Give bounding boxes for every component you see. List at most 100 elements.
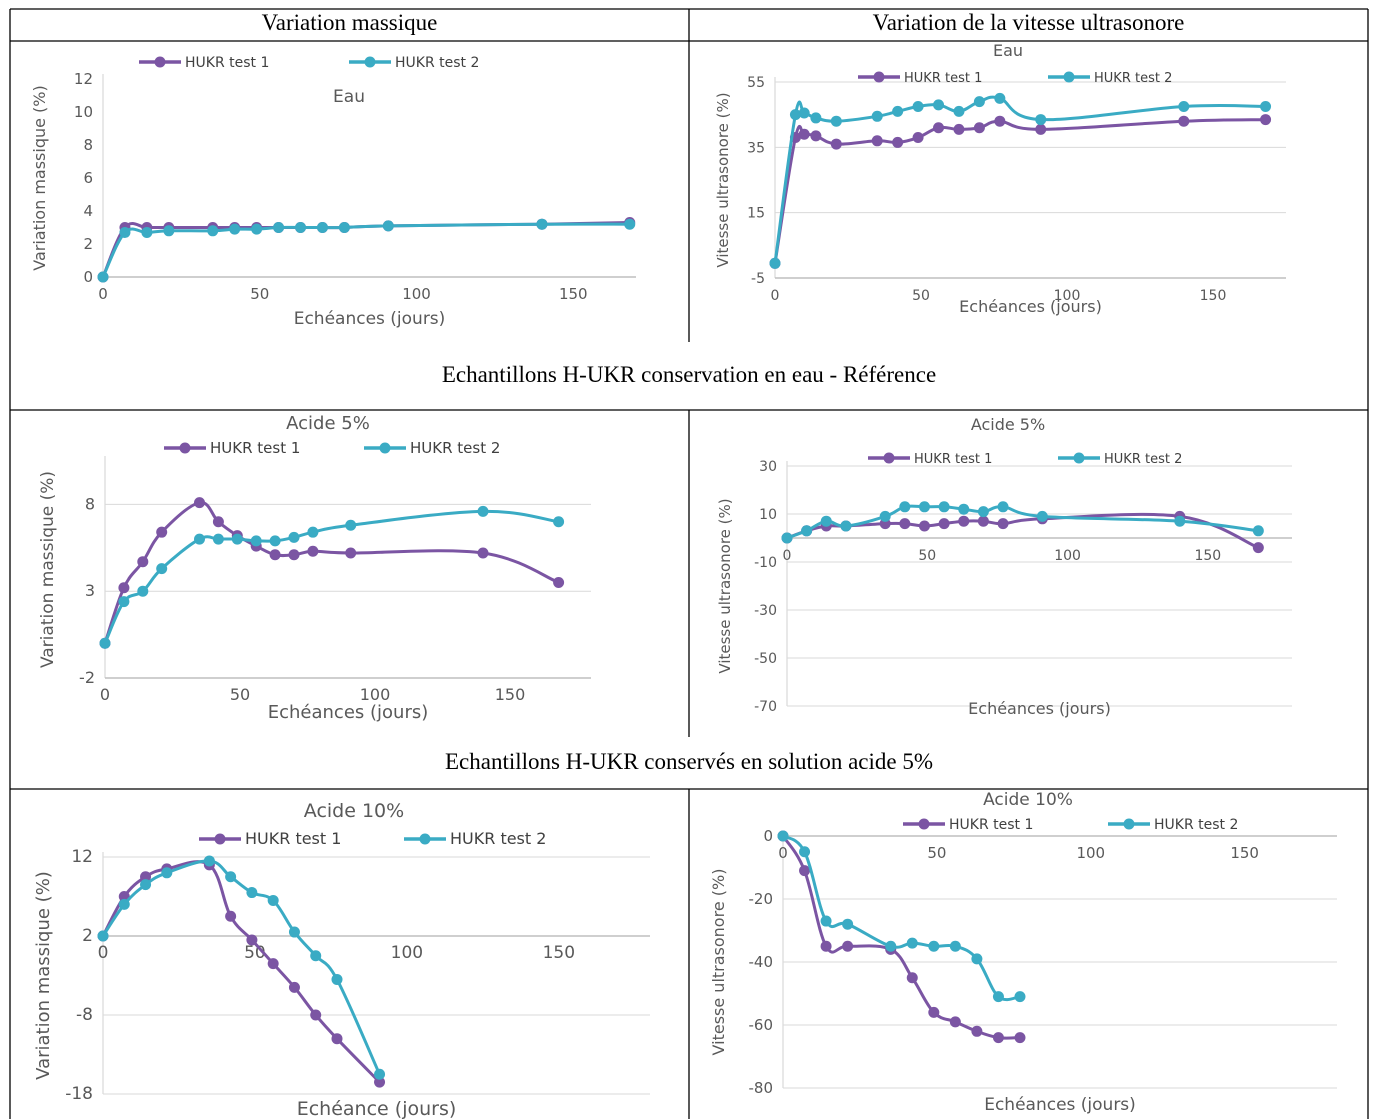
x-tick-label: 50	[250, 285, 269, 303]
data-point	[1174, 515, 1186, 527]
data-point	[810, 130, 822, 142]
data-point	[338, 222, 350, 233]
data-point	[163, 225, 175, 237]
legend-swatch-marker	[918, 818, 930, 830]
data-point	[624, 218, 636, 230]
data-point	[331, 1033, 343, 1045]
y-tick-label: -30	[754, 603, 777, 619]
data-point	[345, 547, 357, 559]
data-point	[892, 136, 904, 148]
data-point	[789, 109, 801, 121]
data-point	[997, 501, 1009, 513]
caption-acide-5: Echantillons H-UKR conservés en solution…	[445, 749, 933, 774]
legend-label: HUKR test 2	[395, 55, 479, 71]
data-point	[933, 122, 945, 134]
data-point	[156, 526, 168, 538]
series-line	[103, 509, 559, 644]
data-point	[310, 1009, 322, 1021]
y-tick-label: 15	[747, 206, 765, 222]
x-tick-label: 150	[1200, 288, 1227, 304]
data-point	[207, 225, 219, 237]
data-point	[1260, 114, 1272, 126]
y-tick-label: -70	[754, 699, 777, 715]
chart-eau-velocity: -5 15 35 55 0 50 100 150 Eau Echéances (jours) Vit…	[714, 42, 1286, 316]
y-tick-label: 2	[82, 926, 93, 946]
x-tick-label: 150	[1230, 844, 1259, 862]
data-point	[273, 222, 285, 233]
legend-label: HUKR test 1	[914, 452, 992, 467]
x-tick-label: 100	[402, 285, 431, 303]
data-point	[871, 110, 883, 122]
data-point	[477, 505, 489, 517]
y-tick-label: 12	[71, 847, 93, 867]
data-point	[977, 515, 989, 527]
legend-label: HUKR test 2	[450, 829, 546, 848]
data-point	[928, 1006, 940, 1018]
data-point	[269, 535, 281, 547]
data-point	[912, 132, 924, 144]
data-point	[316, 222, 328, 233]
data-point	[250, 535, 262, 547]
data-point	[992, 1032, 1004, 1044]
y-tick-label: -2	[79, 668, 95, 687]
data-point	[231, 533, 243, 545]
legend-label: HUKR test 1	[210, 439, 300, 457]
data-point	[830, 115, 842, 127]
data-point	[118, 898, 130, 910]
y-tick-label: 4	[83, 202, 93, 220]
x-tick-label: 150	[559, 285, 588, 303]
data-point	[977, 506, 989, 518]
data-point	[777, 830, 789, 842]
legend-label: HUKR test 2	[1104, 452, 1182, 467]
y-axis-label: Vitesse ultrasonore (%)	[709, 869, 728, 1056]
data-point	[769, 257, 781, 269]
data-point	[799, 846, 811, 858]
x-tick-label: 100	[391, 943, 423, 963]
y-tick-label: -50	[754, 651, 777, 667]
data-point	[899, 518, 911, 530]
data-point	[958, 515, 970, 527]
data-point	[958, 503, 970, 515]
x-tick-label: 50	[918, 548, 936, 564]
data-point	[374, 1068, 386, 1080]
data-point	[871, 135, 883, 147]
y-tick-label: -8	[76, 1005, 93, 1025]
data-point	[1178, 115, 1190, 127]
series-line	[773, 118, 1266, 264]
legend-swatch-marker	[1123, 818, 1135, 830]
chart-title: Acide 10%	[304, 800, 404, 822]
data-point	[140, 879, 152, 891]
data-point	[225, 910, 237, 922]
data-point	[267, 894, 279, 906]
y-tick-label: -40	[749, 953, 774, 971]
y-tick-label: -18	[65, 1084, 93, 1104]
y-tick-label: 8	[85, 494, 95, 513]
y-tick-label: 10	[74, 103, 93, 121]
data-point	[212, 516, 224, 528]
y-axis-label: Variation massique (%)	[30, 85, 49, 271]
chart-acide5-velocity: -70 -50 -30 -10 10 30 0 50 100 150 Acide 5% Echéanc…	[716, 415, 1292, 718]
series-line	[103, 501, 560, 644]
data-point	[906, 972, 918, 984]
data-point	[536, 218, 548, 230]
data-point	[1252, 525, 1264, 537]
legend-label: HUKR test 1	[185, 55, 269, 71]
data-point	[229, 223, 241, 235]
y-axis-label: Vitesse ultrasonore (%)	[714, 92, 732, 267]
data-point	[938, 518, 950, 530]
y-tick-label: 0	[83, 268, 93, 286]
x-tick-label: 150	[1194, 548, 1221, 564]
data-point	[374, 1076, 386, 1088]
data-point	[1035, 114, 1047, 126]
legend-label: HUKR test 2	[1094, 71, 1172, 86]
data-point	[97, 930, 109, 942]
data-point	[1035, 123, 1047, 135]
y-tick-label: -5	[751, 271, 765, 287]
data-point	[810, 112, 822, 124]
data-point	[801, 525, 813, 537]
y-tick-label: 12	[74, 70, 93, 88]
data-point	[269, 549, 281, 561]
data-point	[288, 981, 300, 993]
